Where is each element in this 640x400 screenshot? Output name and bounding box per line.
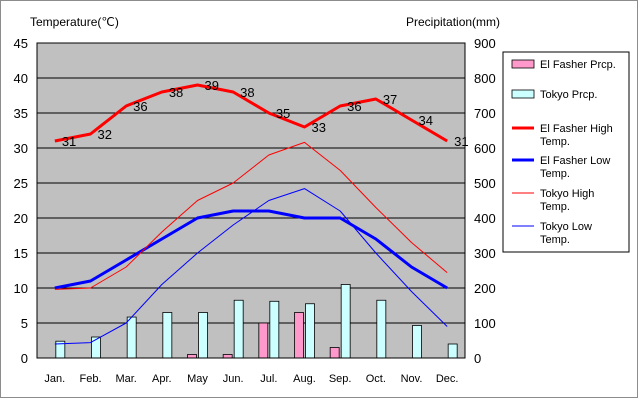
legend-swatch: [511, 59, 535, 69]
data-label: 36: [347, 99, 361, 114]
bar-tokyo-prcp: [162, 312, 173, 359]
plot-area: [37, 43, 465, 358]
x-tick-label: Apr.: [152, 373, 172, 385]
x-tick-label: Oct.: [366, 373, 386, 385]
right-axis-ticks: 0 100 200 300 400 500 600 700 800 900: [474, 36, 496, 366]
right-tick-label: 800: [474, 71, 496, 86]
right-tick-label: 700: [474, 106, 496, 121]
data-label: 31: [454, 134, 468, 149]
data-label: 35: [276, 106, 290, 121]
data-label: 39: [205, 78, 219, 93]
legend-label: Tokyo High Temp.: [540, 188, 594, 213]
line-elfasher-high: [54, 83, 448, 143]
line-tokyo-low: [54, 188, 448, 345]
legend-label: El Fasher High Temp.: [540, 123, 613, 148]
right-tick-label: 900: [474, 36, 496, 51]
left-tick-label: 45: [14, 36, 28, 51]
bar-elfasher-prcp: [294, 312, 304, 359]
legend-label: El Fasher Low Temp.: [540, 155, 610, 180]
x-tick-label: Jan.: [44, 373, 65, 385]
bar-elfasher-prcp: [329, 347, 340, 359]
left-tick-label: 25: [14, 176, 28, 191]
legend-label: Tokyo Prcp.: [540, 89, 597, 101]
bar-tokyo-prcp: [447, 343, 458, 359]
bar-elfasher-prcp: [222, 354, 233, 359]
data-label: 38: [240, 85, 254, 100]
bar-tokyo-prcp: [412, 325, 422, 359]
bar-tokyo-prcp: [198, 312, 208, 359]
data-label: 34: [419, 113, 433, 128]
left-tick-label: 0: [21, 351, 28, 366]
x-tick-label: Jun.: [223, 373, 244, 385]
x-tick-label: Feb.: [79, 373, 101, 385]
right-axis-title: Precipitation(mm): [406, 15, 500, 29]
gridlines: [37, 77, 465, 324]
line-elfasher-low: [54, 209, 448, 290]
x-tick-label: Mar.: [115, 373, 136, 385]
left-axis-title: Temperature(℃): [30, 15, 119, 29]
data-labels: 31 32 36 38 39 38 35 33 36 37 34 31: [62, 78, 469, 149]
right-tick-label: 400: [474, 211, 496, 226]
bar-elfasher-prcp: [187, 354, 197, 359]
x-tick-label: May: [187, 373, 208, 385]
plot-border: [36, 42, 466, 359]
line-tokyo-high: [54, 141, 448, 290]
data-label: 38: [169, 85, 183, 100]
x-tick-label: Jul.: [260, 373, 277, 385]
legend-swatch: [511, 89, 535, 99]
right-tick-label: 500: [474, 176, 496, 191]
legend-label: El Fasher Prcp.: [540, 59, 616, 71]
x-tick-label: Aug.: [293, 373, 316, 385]
bar-tokyo-prcp: [91, 336, 101, 359]
legend-label: Tokyo Low Temp.: [540, 221, 592, 246]
right-tick-label: 200: [474, 281, 496, 296]
data-label: 32: [98, 127, 112, 142]
legend: El Fasher Prcp. Tokyo Prcp. El Fasher High…: [502, 51, 630, 253]
right-tick-label: 0: [474, 351, 481, 366]
bar-tokyo-prcp: [233, 299, 244, 359]
right-tick-label: 300: [474, 246, 496, 261]
data-label: 33: [312, 120, 326, 135]
data-label: 31: [62, 134, 76, 149]
bar-tokyo-prcp: [305, 303, 315, 359]
left-tick-label: 15: [14, 246, 28, 261]
left-tick-label: 5: [21, 316, 28, 331]
bar-elfasher-prcp: [258, 322, 269, 359]
bar-tokyo-prcp: [340, 284, 351, 359]
data-label: 37: [383, 92, 397, 107]
left-tick-label: 10: [14, 281, 28, 296]
x-axis-ticks: Jan. Feb. Mar. Apr. May Jun. Jul. Aug. Sep. Oct. N…: [44, 373, 458, 385]
left-axis-ticks: 0 5 10 15 20 25 30 35 40 45: [14, 36, 28, 366]
left-tick-label: 40: [14, 71, 28, 86]
line-series-group: [54, 83, 448, 345]
left-tick-label: 35: [14, 106, 28, 121]
bar-tokyo-prcp: [376, 299, 387, 359]
legend-box: [502, 51, 630, 253]
right-tick-label: 100: [474, 316, 496, 331]
x-tick-label: Nov.: [401, 373, 423, 385]
left-tick-label: 20: [14, 211, 28, 226]
x-tick-label: Sep.: [329, 373, 352, 385]
x-tick-label: Dec.: [436, 373, 459, 385]
bar-tokyo-prcp: [126, 316, 137, 359]
left-tick-label: 30: [14, 141, 28, 156]
bar-tokyo-prcp: [269, 300, 280, 359]
data-label: 36: [133, 99, 147, 114]
right-tick-label: 600: [474, 141, 496, 156]
